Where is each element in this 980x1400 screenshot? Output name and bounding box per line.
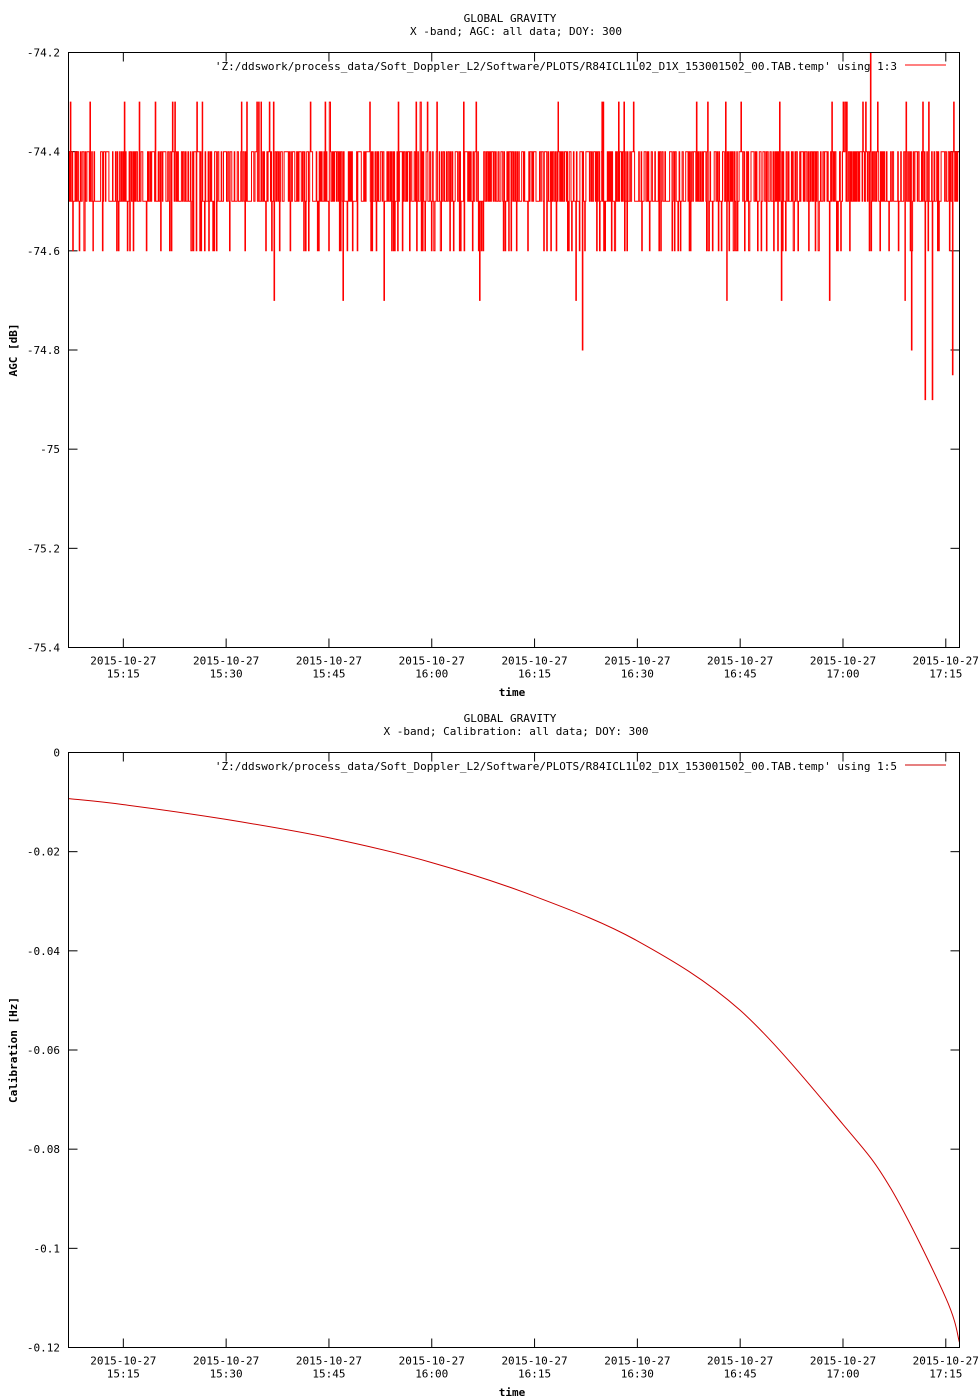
x-tick-date: 2015-10-27 — [604, 655, 670, 668]
x-tick-time: 16:00 — [415, 668, 448, 681]
y-tick-label: -75.4 — [27, 642, 60, 655]
x-tick-time: 16:15 — [518, 668, 551, 681]
y-tick-label: -74.6 — [27, 245, 60, 258]
calibration-chart-ylabel: Calibration [Hz] — [7, 997, 20, 1103]
agc-chart-ticks: -74.2 -74.4 -74.6 -74.8 -75 -75.2 -75.4 2015-10… — [27, 47, 979, 681]
calibration-chart: GLOBAL GRAVITY X -band; Calibration: all… — [7, 712, 979, 1399]
x-tick-date: 2015-10-27 — [913, 1355, 979, 1368]
x-tick-date: 2015-10-27 — [90, 1355, 156, 1368]
calibration-chart-ticks: 0 -0.02 -0.04 -0.06 -0.08 -0.1 -0.12 2015-10-27… — [27, 747, 979, 1381]
x-tick-date: 2015-10-27 — [193, 1355, 259, 1368]
x-tick-time: 16:15 — [518, 1368, 551, 1381]
x-tick-time: 15:45 — [312, 1368, 345, 1381]
x-tick-date: 2015-10-27 — [399, 1355, 465, 1368]
x-tick-date: 2015-10-27 — [90, 655, 156, 668]
x-tick-time: 16:45 — [724, 668, 757, 681]
agc-chart-legend-text: 'Z:/ddswork/process_data/Soft_Doppler_L2… — [215, 60, 897, 73]
y-tick-label: -0.12 — [27, 1342, 60, 1355]
calibration-chart-legend-text: 'Z:/ddswork/process_data/Soft_Doppler_L2… — [215, 760, 897, 773]
agc-chart-subtitle: X -band; AGC: all data; DOY: 300 — [410, 25, 622, 38]
x-tick-time: 15:15 — [107, 668, 140, 681]
x-tick-date: 2015-10-27 — [707, 1355, 773, 1368]
x-tick-date: 2015-10-27 — [501, 655, 567, 668]
agc-chart-title: GLOBAL GRAVITY — [464, 12, 557, 25]
agc-chart-series — [68, 52, 959, 401]
calibration-series-line — [68, 798, 960, 1343]
x-tick-time: 17:15 — [929, 1368, 962, 1381]
y-tick-label: -0.04 — [27, 945, 60, 958]
y-tick-label: -75.2 — [27, 542, 60, 555]
x-tick-date: 2015-10-27 — [296, 655, 362, 668]
x-tick-date: 2015-10-27 — [810, 1355, 876, 1368]
x-tick-date: 2015-10-27 — [707, 655, 773, 668]
x-tick-time: 16:00 — [415, 1368, 448, 1381]
y-tick-label: -74.2 — [27, 47, 60, 60]
y-tick-label: 0 — [53, 747, 60, 760]
agc-chart-xlabel: time — [499, 686, 526, 699]
y-tick-label: -75 — [40, 443, 60, 456]
x-tick-time: 17:00 — [826, 1368, 859, 1381]
agc-chart-ylabel: AGC [dB] — [7, 324, 20, 377]
x-tick-time: 15:45 — [312, 668, 345, 681]
x-tick-date: 2015-10-27 — [399, 655, 465, 668]
calibration-chart-title: GLOBAL GRAVITY — [464, 712, 557, 725]
x-tick-date: 2015-10-27 — [810, 655, 876, 668]
calibration-chart-plot-frame — [68, 752, 960, 1348]
agc-chart: GLOBAL GRAVITY X -band; AGC: all data; D… — [7, 12, 979, 699]
x-tick-time: 15:15 — [107, 1368, 140, 1381]
x-tick-time: 17:15 — [929, 668, 962, 681]
calibration-chart-xlabel: time — [499, 1386, 526, 1399]
y-tick-label: -0.02 — [27, 846, 60, 859]
calibration-chart-series — [68, 798, 960, 1343]
x-tick-time: 15:30 — [210, 668, 243, 681]
agc-chart-plot-frame — [68, 52, 960, 648]
y-tick-label: -0.08 — [27, 1143, 60, 1156]
y-tick-label: -74.4 — [27, 146, 60, 159]
x-tick-time: 15:30 — [210, 1368, 243, 1381]
y-tick-label: -0.06 — [27, 1044, 60, 1057]
x-tick-date: 2015-10-27 — [604, 1355, 670, 1368]
calibration-chart-subtitle: X -band; Calibration: all data; DOY: 300 — [384, 725, 649, 738]
x-tick-date: 2015-10-27 — [501, 1355, 567, 1368]
x-tick-time: 16:30 — [621, 668, 654, 681]
x-tick-time: 16:30 — [621, 1368, 654, 1381]
x-tick-time: 16:45 — [724, 1368, 757, 1381]
y-tick-label: -0.1 — [34, 1242, 61, 1255]
x-tick-date: 2015-10-27 — [193, 655, 259, 668]
x-tick-date: 2015-10-27 — [296, 1355, 362, 1368]
agc-series-line — [68, 52, 959, 401]
x-tick-date: 2015-10-27 — [913, 655, 979, 668]
y-tick-label: -74.8 — [27, 344, 60, 357]
x-tick-time: 17:00 — [826, 668, 859, 681]
